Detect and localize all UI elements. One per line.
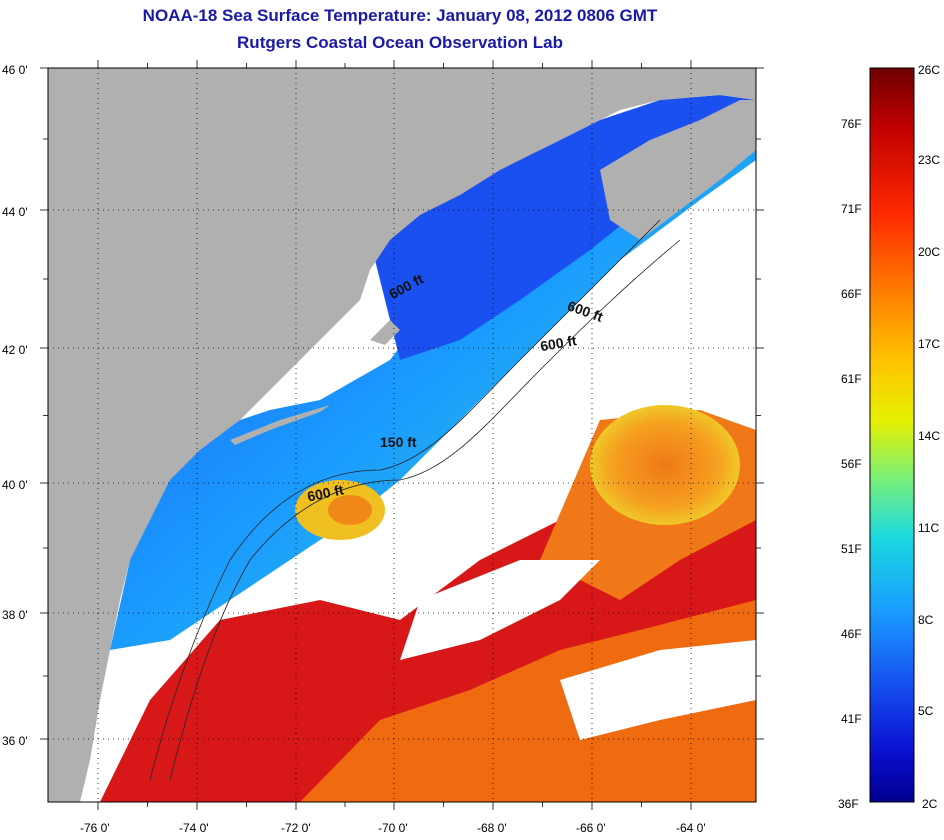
colorbar-c-label: 14C [918, 429, 940, 443]
lon-label: -74 0' [179, 821, 209, 835]
nj-warm-core [328, 495, 372, 525]
map-title: NOAA-18 Sea Surface Temperature: January… [142, 6, 658, 25]
colorbar-f-label: 66F [841, 287, 862, 301]
map-frame [47, 67, 757, 803]
lat-label: 42 0' [2, 343, 28, 357]
lat-label: 44 0' [2, 205, 28, 219]
map-subtitle: Rutgers Coastal Ocean Observation Lab [237, 33, 563, 52]
lat-label: 40 0' [2, 478, 28, 492]
land-long-island [230, 405, 330, 445]
lon-label: -66 0' [576, 821, 606, 835]
colorbar-c-label: 23C [918, 153, 940, 167]
graticule [48, 67, 756, 802]
colorbar-f-label: 36F [838, 797, 859, 811]
warm-core-eddy [590, 405, 740, 525]
contour-label: 150 ft [380, 434, 417, 450]
colorbar-c-label: 5C [918, 704, 934, 718]
lat-label: 46 0' [2, 63, 28, 77]
axis-ticks [40, 60, 764, 810]
colorbar-f-label: 76F [841, 117, 862, 131]
land-nova-scotia [600, 100, 756, 240]
lon-label: -76 0' [80, 821, 110, 835]
cloud-streak [360, 200, 756, 600]
cloud-streak [560, 640, 756, 740]
colorbar-f-label: 41F [841, 712, 862, 726]
colorbar-f-label: 71F [841, 202, 862, 216]
colorbar-c-label: 26C [918, 63, 940, 77]
colorbar [869, 67, 915, 803]
colorbar-c-label: 8C [918, 613, 934, 627]
contour-line [149, 219, 661, 781]
contour-label: 600 ft [539, 332, 578, 354]
colorbar-c-label: 11C [918, 521, 939, 535]
lat-label: 36 0' [2, 734, 28, 748]
colorbar-celsius-labels: 26C 23C 20C 17C 14C 11C 8C 5C 2C [918, 63, 940, 811]
contour-line [169, 239, 681, 781]
cloud-streak [400, 560, 600, 660]
colorbar-c-label: 20C [918, 245, 940, 259]
map-area [48, 68, 756, 802]
colorbar-f-label: 56F [841, 457, 862, 471]
lon-label: -68 0' [477, 821, 507, 835]
lon-label: -70 0' [378, 821, 408, 835]
colorbar-c-label: 2C [922, 797, 938, 811]
contour-label: 600 ft [306, 481, 345, 504]
warm-water-band [300, 600, 756, 802]
land-mainland [48, 68, 756, 802]
lon-label: -72 0' [281, 821, 311, 835]
lat-label: 38 0' [2, 608, 28, 622]
colorbar-c-label: 17C [918, 337, 940, 351]
lon-label: -64 0' [676, 821, 706, 835]
colorbar-f-label: 61F [841, 372, 862, 386]
land-cape-cod [370, 320, 400, 345]
colorbar-f-label: 51F [841, 542, 862, 556]
colorbar-f-label: 46F [841, 627, 862, 641]
colorbar-fahrenheit-labels: 76F 71F 66F 61F 56F 51F 46F 41F 36F [838, 117, 862, 811]
